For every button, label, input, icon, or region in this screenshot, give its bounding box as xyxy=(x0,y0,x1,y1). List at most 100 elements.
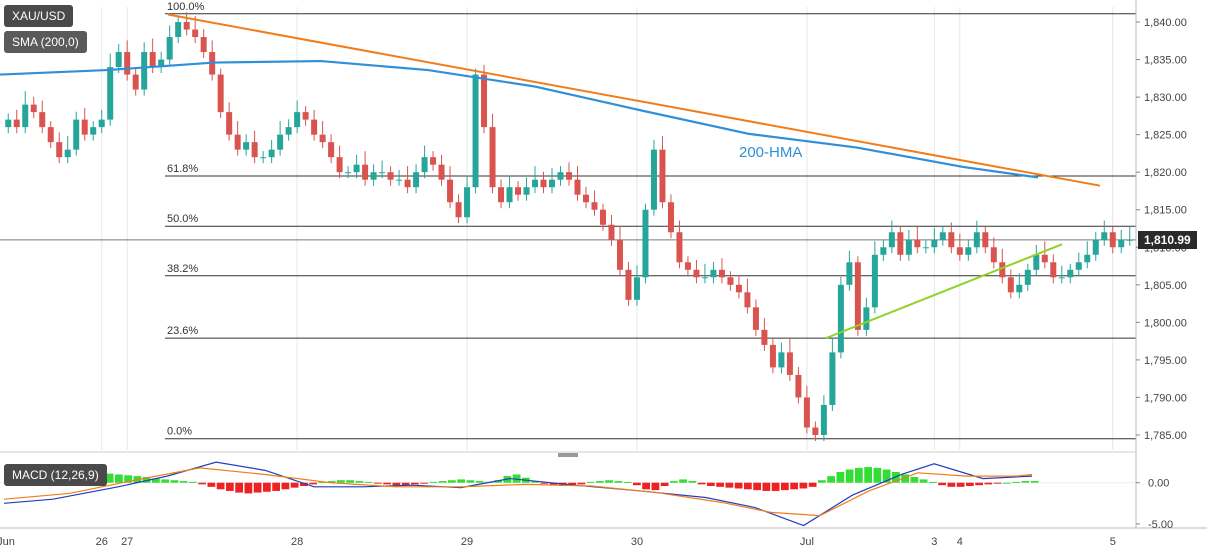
candle-body xyxy=(447,179,454,203)
candle-body xyxy=(931,239,938,248)
candle-body xyxy=(1041,254,1048,263)
macd-histogram-bar xyxy=(725,482,734,488)
macd-histogram-bar xyxy=(642,482,650,490)
macd-histogram-bar xyxy=(966,482,974,486)
candle-body xyxy=(880,247,887,255)
candle-body xyxy=(98,119,105,128)
candle-body xyxy=(64,149,71,158)
candle-body xyxy=(761,329,768,345)
macd-histogram-bar xyxy=(364,481,373,483)
y-tick-label: 1,795.00 xyxy=(1144,355,1187,367)
candle-body xyxy=(1109,232,1116,248)
x-tick-label: 5 xyxy=(1110,536,1116,548)
candle-body xyxy=(285,127,292,135)
y-tick-label: 1,840.00 xyxy=(1144,17,1187,29)
candle-body xyxy=(820,404,827,435)
candle-body xyxy=(812,427,819,435)
macd-histogram-bar xyxy=(577,482,586,485)
sma-tag[interactable]: SMA (200,0) xyxy=(4,31,87,53)
candle-body xyxy=(481,74,488,128)
candles xyxy=(5,12,1133,441)
candle-body xyxy=(574,179,581,195)
macd-tag[interactable]: MACD (12,26,9) xyxy=(4,464,107,486)
y-tick-label: 1,815.00 xyxy=(1144,205,1187,217)
macd-histogram-bar xyxy=(392,482,401,486)
macd-histogram-bar xyxy=(244,482,253,494)
candle-body xyxy=(73,119,80,150)
candle-body xyxy=(268,149,275,158)
macd-histogram-bar xyxy=(1012,481,1020,483)
macd-histogram-bar xyxy=(910,476,919,483)
candle-body xyxy=(684,262,691,270)
candle-body xyxy=(752,307,759,330)
macd-histogram-bar xyxy=(651,482,660,491)
macd-histogram-bar xyxy=(531,481,539,483)
macd-histogram-bar xyxy=(882,469,891,483)
macd-histogram-bar xyxy=(327,481,336,483)
macd-histogram-bar xyxy=(216,482,225,490)
candle-body xyxy=(786,352,793,375)
macd-histogram-bar xyxy=(438,481,447,483)
candle-body xyxy=(922,247,929,249)
candle-body xyxy=(217,74,224,113)
candle-body xyxy=(234,134,241,150)
x-tick-label: 28 xyxy=(291,536,303,548)
macd-histogram-bar xyxy=(290,482,299,488)
candle-body xyxy=(956,247,963,255)
macd-y-tick-label: -5.00 xyxy=(1148,519,1173,531)
candle-body xyxy=(489,127,496,188)
candle-body xyxy=(905,239,912,255)
candle-body xyxy=(803,397,810,428)
candle-body xyxy=(965,247,972,255)
candle-body xyxy=(498,187,505,203)
macd-histogram-bar xyxy=(873,467,882,483)
macd-histogram-bar xyxy=(947,482,956,487)
candle-body xyxy=(302,112,309,120)
y-tick-label: 1,835.00 xyxy=(1144,55,1187,67)
macd-histogram-bar xyxy=(401,482,410,486)
candle-body xyxy=(693,269,700,278)
candle-body xyxy=(990,247,997,263)
macd-histogram-bar xyxy=(975,482,983,486)
macd-histogram-bar xyxy=(984,482,993,485)
macd-histogram-bar xyxy=(309,482,317,485)
macd-histogram-bar xyxy=(170,480,179,483)
macd-histogram-bar xyxy=(253,482,262,493)
macd-histogram-bar xyxy=(762,482,771,491)
macd-histogram-bar xyxy=(466,480,475,483)
candle-body xyxy=(523,187,530,195)
macd-histogram-bar xyxy=(753,482,761,491)
candle-body xyxy=(90,127,97,135)
symbol-tag[interactable]: XAU/USD xyxy=(4,5,74,27)
candle-body xyxy=(795,374,802,398)
candle-body xyxy=(1101,232,1108,240)
candle-body xyxy=(353,164,360,173)
macd-histogram-bar xyxy=(235,482,243,493)
macd-histogram-bar xyxy=(272,482,280,491)
candle-body xyxy=(642,209,649,278)
candle-body xyxy=(81,119,88,135)
macd-histogram-bar xyxy=(161,479,169,483)
candle-body xyxy=(863,307,870,330)
candle-body xyxy=(226,112,233,135)
uptrend-line xyxy=(825,243,1063,340)
current-price-label: 1,810.99 xyxy=(1138,231,1197,249)
candle-body xyxy=(404,179,411,188)
y-tick-label: 1,790.00 xyxy=(1144,392,1187,404)
candle-body xyxy=(1016,284,1023,293)
candle-body xyxy=(124,52,131,75)
macd-histogram-bar xyxy=(716,482,724,487)
candle-body xyxy=(557,172,564,180)
candle-body xyxy=(149,52,156,68)
candle-body xyxy=(973,232,980,248)
candle-body xyxy=(311,119,318,135)
macd-histogram-bar xyxy=(697,482,706,485)
macd-histogram-bar xyxy=(660,482,669,486)
macd-histogram-bar xyxy=(429,481,438,483)
candle-body xyxy=(345,172,352,174)
candle-body xyxy=(701,277,708,279)
downtrend-line xyxy=(167,13,1101,187)
macd-histogram-bar xyxy=(799,482,808,489)
candle-body xyxy=(650,149,657,210)
